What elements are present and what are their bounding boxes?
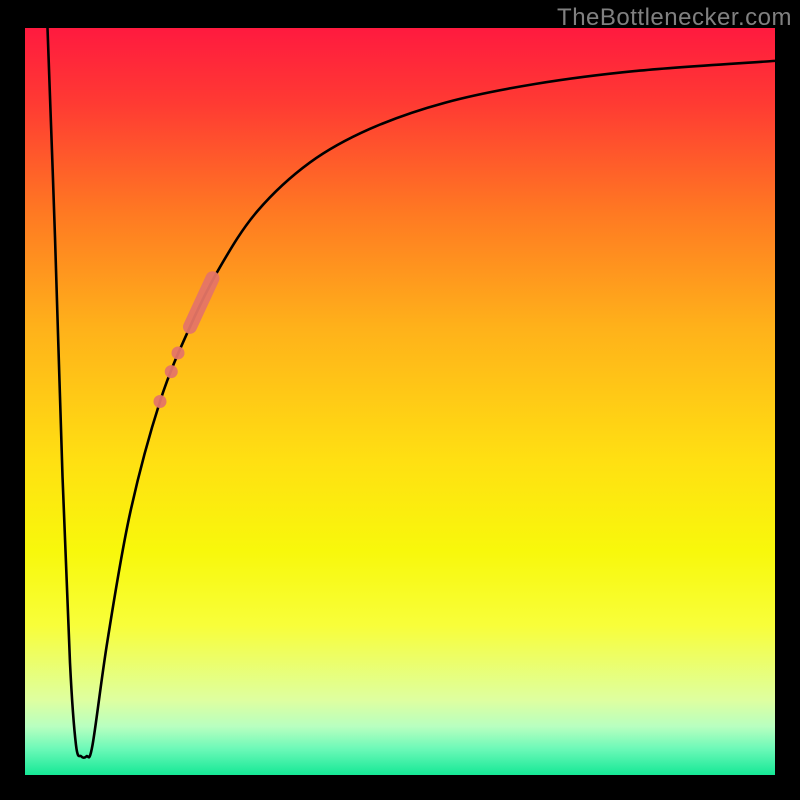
highlight-dot	[154, 395, 167, 408]
gradient-background	[25, 28, 775, 775]
chart-border-left	[0, 0, 25, 800]
chart-border-right	[775, 0, 800, 800]
highlight-dot	[165, 365, 178, 378]
highlight-dot	[172, 346, 185, 359]
chart-border-bottom	[0, 775, 800, 800]
chart-stage: TheBottlenecker.com	[0, 0, 800, 800]
bottleneck-chart-svg	[0, 0, 800, 800]
attribution-label: TheBottlenecker.com	[557, 4, 792, 32]
